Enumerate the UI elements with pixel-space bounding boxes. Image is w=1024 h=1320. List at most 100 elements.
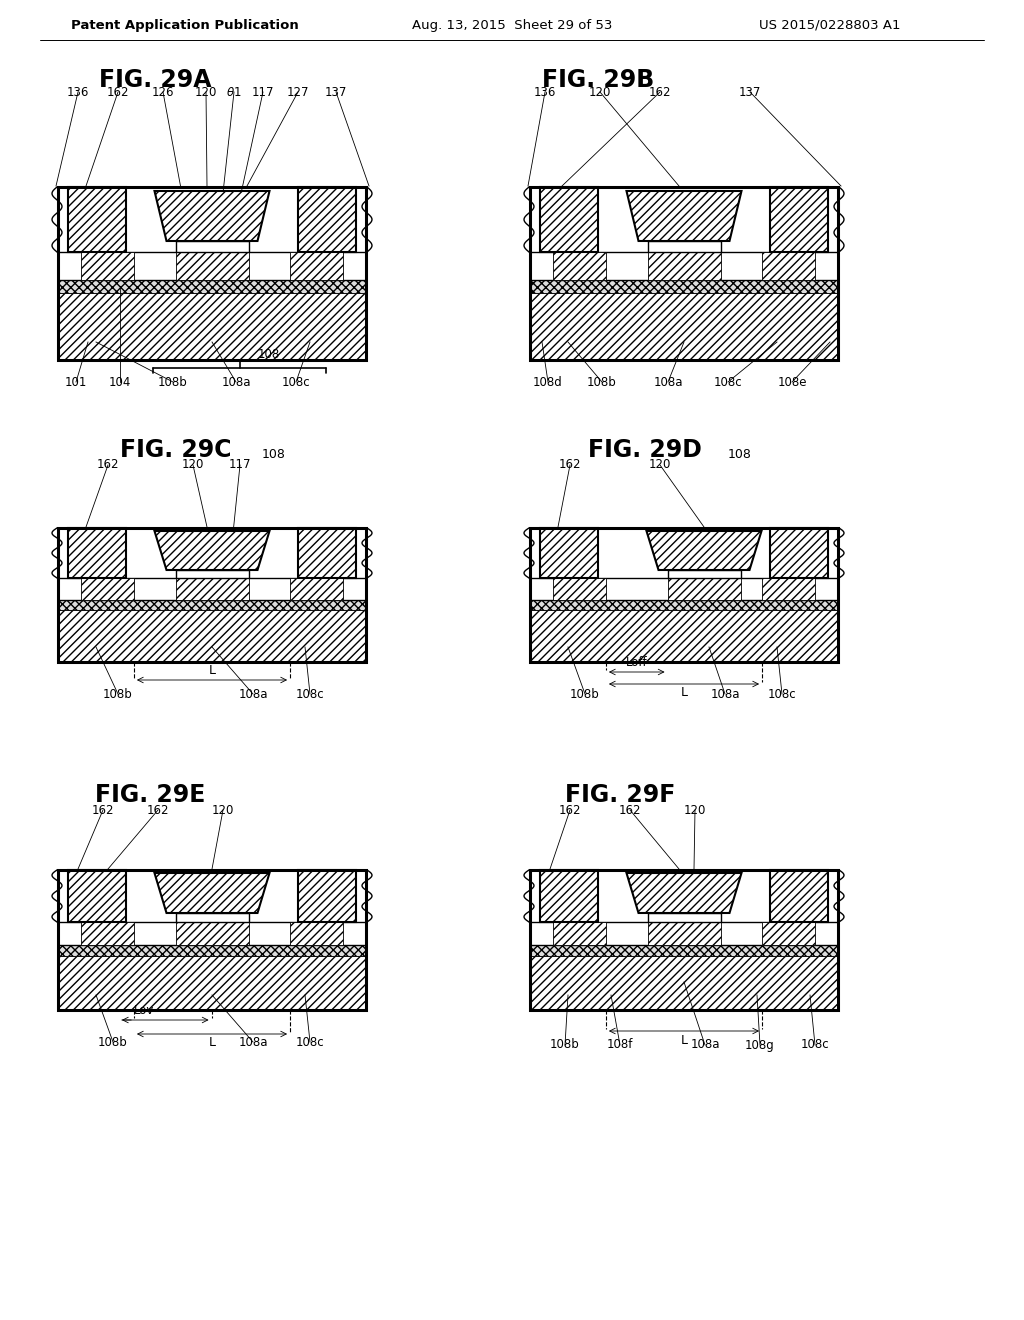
Text: L: L bbox=[681, 1034, 687, 1047]
Bar bbox=[58, 945, 366, 956]
Bar bbox=[530, 528, 838, 663]
Bar bbox=[530, 921, 838, 945]
Text: 108b: 108b bbox=[103, 688, 133, 701]
Bar bbox=[553, 578, 606, 601]
Text: 108b: 108b bbox=[587, 375, 616, 388]
Bar bbox=[762, 578, 815, 601]
Bar bbox=[298, 187, 356, 252]
Bar bbox=[530, 956, 838, 1010]
Text: $\theta$1: $\theta$1 bbox=[226, 86, 242, 99]
Text: 108c: 108c bbox=[801, 1039, 829, 1052]
Polygon shape bbox=[646, 531, 762, 570]
Bar bbox=[762, 921, 815, 945]
Text: 108d: 108d bbox=[534, 375, 563, 388]
Bar bbox=[290, 921, 343, 945]
Bar bbox=[770, 187, 828, 252]
Bar bbox=[58, 601, 366, 610]
Text: 108a: 108a bbox=[653, 375, 683, 388]
Bar bbox=[58, 870, 366, 1010]
Bar bbox=[530, 945, 838, 956]
Text: FIG. 29D: FIG. 29D bbox=[588, 438, 701, 462]
Text: 162: 162 bbox=[96, 458, 119, 471]
Text: 108: 108 bbox=[257, 347, 280, 360]
Bar bbox=[647, 921, 721, 945]
Bar bbox=[540, 528, 598, 578]
Text: FIG. 29E: FIG. 29E bbox=[95, 783, 206, 807]
Bar bbox=[530, 252, 838, 280]
Bar bbox=[530, 601, 838, 610]
Text: 108: 108 bbox=[728, 447, 752, 461]
Text: 108b: 108b bbox=[158, 375, 187, 388]
Text: 162: 162 bbox=[618, 804, 641, 817]
Bar bbox=[530, 870, 838, 1010]
Bar bbox=[81, 252, 134, 280]
Text: 162: 162 bbox=[106, 86, 129, 99]
Text: 126: 126 bbox=[152, 86, 174, 99]
Text: 108c: 108c bbox=[282, 375, 310, 388]
Bar bbox=[647, 913, 721, 921]
Text: 137: 137 bbox=[738, 86, 761, 99]
Text: L: L bbox=[209, 1036, 215, 1049]
Polygon shape bbox=[155, 531, 269, 570]
Bar bbox=[647, 242, 721, 252]
Text: 108b: 108b bbox=[570, 688, 600, 701]
Text: 108e: 108e bbox=[777, 375, 807, 388]
Text: Loff: Loff bbox=[626, 656, 647, 669]
Bar bbox=[762, 252, 815, 280]
Bar bbox=[553, 252, 606, 280]
Text: Lov: Lov bbox=[134, 1005, 155, 1018]
Text: 108a: 108a bbox=[239, 1035, 267, 1048]
Bar bbox=[530, 578, 838, 601]
Text: 120: 120 bbox=[195, 86, 217, 99]
Bar bbox=[298, 528, 356, 578]
Polygon shape bbox=[627, 191, 741, 242]
Text: L: L bbox=[209, 664, 215, 677]
Bar bbox=[58, 280, 366, 293]
Text: 120: 120 bbox=[649, 458, 671, 471]
Text: 104: 104 bbox=[109, 375, 131, 388]
Bar bbox=[58, 528, 366, 663]
Text: 108a: 108a bbox=[690, 1039, 720, 1052]
Text: 120: 120 bbox=[182, 458, 204, 471]
Bar bbox=[540, 187, 598, 252]
Bar bbox=[58, 293, 366, 360]
Text: Aug. 13, 2015  Sheet 29 of 53: Aug. 13, 2015 Sheet 29 of 53 bbox=[412, 18, 612, 32]
Polygon shape bbox=[155, 873, 269, 913]
Bar bbox=[58, 578, 366, 601]
Bar bbox=[530, 293, 838, 360]
Bar bbox=[81, 921, 134, 945]
Text: 108c: 108c bbox=[768, 688, 797, 701]
Text: 136: 136 bbox=[534, 86, 556, 99]
Text: FIG. 29A: FIG. 29A bbox=[98, 69, 211, 92]
Bar bbox=[175, 242, 249, 252]
Text: 108c: 108c bbox=[296, 1035, 325, 1048]
Bar bbox=[175, 913, 249, 921]
Bar bbox=[68, 187, 126, 252]
Bar bbox=[58, 921, 366, 945]
Bar bbox=[175, 578, 249, 601]
Text: FIG. 29B: FIG. 29B bbox=[542, 69, 654, 92]
Text: 108g: 108g bbox=[745, 1039, 775, 1052]
Bar bbox=[175, 921, 249, 945]
Text: 120: 120 bbox=[589, 86, 611, 99]
Text: 108f: 108f bbox=[607, 1039, 633, 1052]
Text: 120: 120 bbox=[684, 804, 707, 817]
Bar bbox=[530, 280, 838, 293]
Text: Patent Application Publication: Patent Application Publication bbox=[71, 18, 299, 32]
Bar bbox=[530, 610, 838, 663]
Bar bbox=[770, 870, 828, 921]
Bar bbox=[290, 252, 343, 280]
Text: 117: 117 bbox=[228, 458, 251, 471]
Text: 162: 162 bbox=[559, 804, 582, 817]
Text: 162: 162 bbox=[146, 804, 169, 817]
Bar bbox=[81, 578, 134, 601]
Bar bbox=[298, 870, 356, 921]
Text: 108b: 108b bbox=[98, 1035, 128, 1048]
Text: 162: 162 bbox=[92, 804, 115, 817]
Bar bbox=[540, 870, 598, 921]
Text: 108a: 108a bbox=[239, 688, 267, 701]
Bar bbox=[58, 252, 366, 280]
Text: 120: 120 bbox=[212, 804, 234, 817]
Bar bbox=[770, 528, 828, 578]
Bar bbox=[68, 528, 126, 578]
